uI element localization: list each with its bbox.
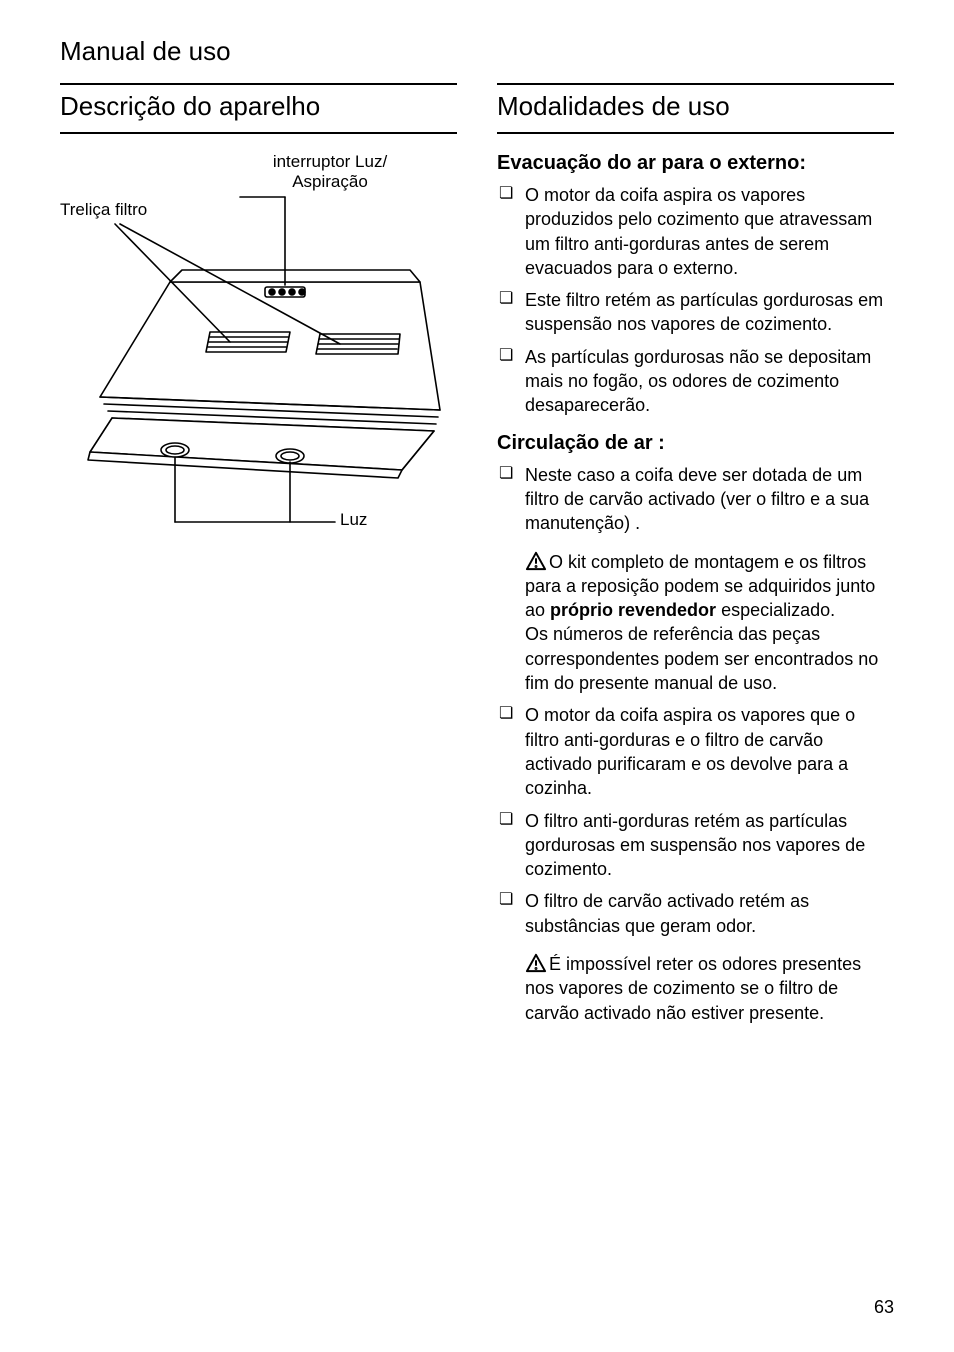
left-section-heading: Descrição do aparelho [60, 83, 457, 134]
note-kit: O kit completo de montagem e os filtros … [497, 550, 894, 696]
warning-icon [525, 953, 547, 973]
list-circulation-b: O motor da coifa aspira os vapores que o… [497, 703, 894, 938]
page-title: Manual de uso [60, 36, 894, 67]
subheading-evacuation: Evacuação do ar para o externo: [497, 152, 894, 175]
list-item: Este filtro retém as partículas gorduros… [497, 288, 894, 337]
list-evacuation: O motor da coifa aspira os vapores produ… [497, 183, 894, 418]
warning-icon [525, 551, 547, 571]
note-bold: próprio revendedor [550, 600, 716, 620]
right-section-heading: Modalidades de uso [497, 83, 894, 134]
list-item: O motor da coifa aspira os vapores produ… [497, 183, 894, 280]
list-item: O motor da coifa aspira os vapores que o… [497, 703, 894, 800]
page-number: 63 [874, 1297, 894, 1318]
two-column-layout: Descrição do aparelho Treliça filtro int… [60, 83, 894, 1033]
note-text: Os números de referência das peças corre… [525, 624, 878, 693]
list-circulation-a: Neste caso a coifa deve ser dotada de um… [497, 463, 894, 536]
list-item: O filtro anti-gorduras retém as partícul… [497, 809, 894, 882]
list-item: As partículas gordurosas não se deposita… [497, 345, 894, 418]
subheading-circulation: Circulação de ar : [497, 432, 894, 455]
appliance-diagram: Treliça filtro interruptor Luz/ Aspiraçã… [60, 152, 457, 552]
right-column: Modalidades de uso Evacuação do ar para … [497, 83, 894, 1033]
hood-illustration [60, 152, 460, 552]
list-item: Neste caso a coifa deve ser dotada de um… [497, 463, 894, 536]
note-text: É impossível reter os odores presentes n… [525, 954, 861, 1023]
note-text: especializado. [716, 600, 835, 620]
list-item: O filtro de carvão activado retém as sub… [497, 889, 894, 938]
left-column: Descrição do aparelho Treliça filtro int… [60, 83, 457, 1033]
note-odor: É impossível reter os odores presentes n… [497, 952, 894, 1025]
